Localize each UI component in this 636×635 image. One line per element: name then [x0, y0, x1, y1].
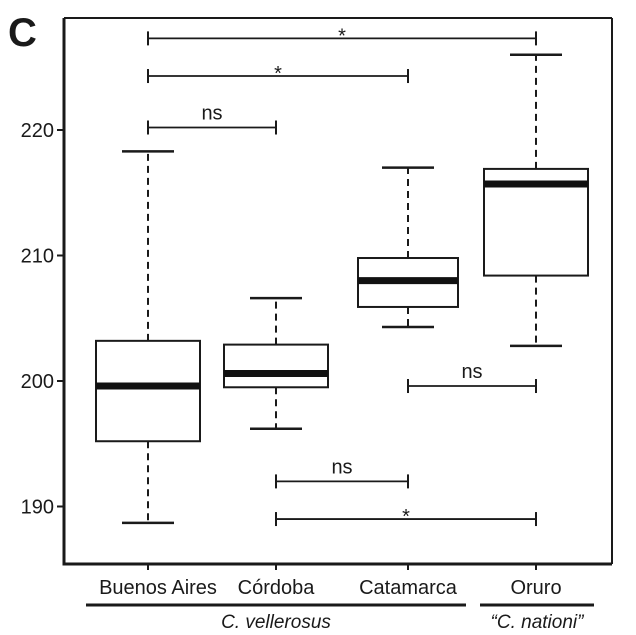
significance-label: ns: [461, 361, 482, 383]
y-tick-label: 210: [21, 246, 54, 268]
significance-label: *: [402, 506, 410, 528]
box-iqr: [95, 339, 201, 443]
y-tick-label: 190: [21, 497, 54, 519]
category-label: Córdoba: [238, 577, 316, 599]
category-label: Oruro: [510, 577, 561, 599]
y-tick-label: 200: [21, 371, 54, 393]
group-label: “C. nationi”: [491, 612, 586, 633]
panel-label: C: [8, 11, 37, 55]
plot-area: 190 200 210 220 * * ns ns ns * Buenos Aires Córdoba…: [21, 17, 613, 633]
category-label: Buenos Aires: [99, 577, 217, 599]
significance-label: ns: [331, 456, 352, 478]
group-label: C. vellerosus: [221, 612, 331, 633]
box-iqr: [223, 343, 329, 389]
y-tick-label: 220: [21, 120, 54, 142]
significance-label: *: [338, 25, 346, 47]
category-label: Catamarca: [359, 577, 458, 599]
significance-label: ns: [201, 102, 222, 124]
significance-label: *: [274, 63, 282, 85]
